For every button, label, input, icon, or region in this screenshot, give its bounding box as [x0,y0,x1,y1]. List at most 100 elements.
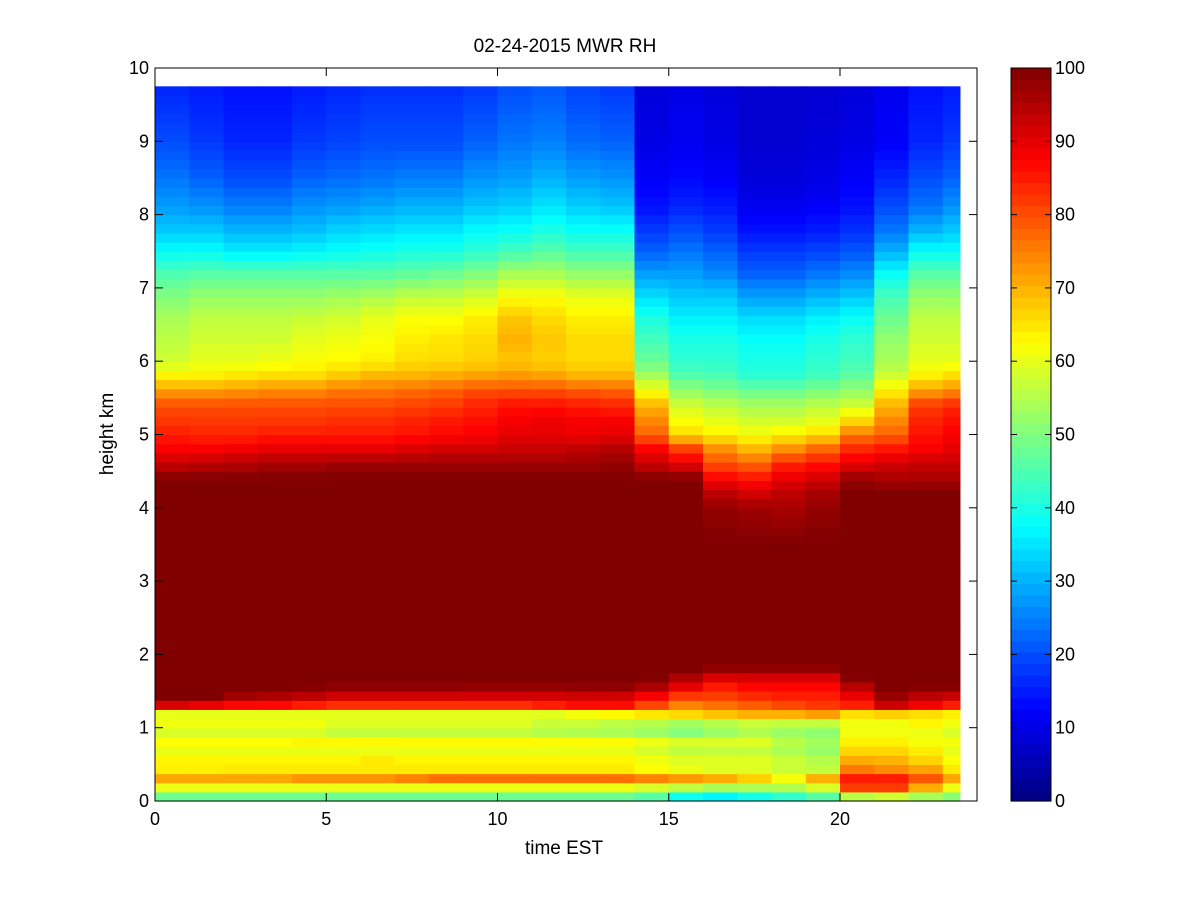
heatmap-cell [292,397,327,408]
heatmap-cell [908,278,944,289]
heatmap-cell [463,287,499,298]
heatmap-cell [429,168,464,179]
heatmap-cell [668,223,704,234]
heatmap-cell [155,95,190,106]
heatmap-cell [326,507,362,518]
heatmap-cell [737,718,773,729]
heatmap-cell [463,168,499,179]
heatmap-cell [463,599,499,610]
heatmap-cell [497,544,533,555]
heatmap-cell [189,498,225,509]
heatmap-cell [771,746,807,756]
heatmap-cell [326,242,362,252]
heatmap-cell [463,755,499,765]
heatmap-cell [189,159,225,170]
heatmap-cell [360,242,396,252]
heatmap-cell [942,352,961,362]
heatmap-cell [874,242,910,252]
heatmap-cell [497,791,533,802]
heatmap-cell [223,471,259,481]
heatmap-cell [703,562,738,573]
heatmap-cell [668,562,704,573]
heatmap-cell [908,507,944,518]
heatmap-cell [189,626,225,637]
heatmap-cell [566,361,601,371]
heatmap-cell [840,260,875,271]
heatmap-cell [360,727,396,738]
heatmap-cell [771,86,807,97]
heatmap-cell [600,187,636,197]
heatmap-cell [737,214,773,225]
heatmap-cell [223,626,259,637]
heatmap-cell [805,306,841,316]
heatmap-cell [600,425,636,436]
heatmap-cell [634,507,670,518]
heatmap-cell [531,95,567,106]
heatmap-cell [737,681,773,692]
heatmap-cell [634,150,670,161]
heatmap-cell [703,571,738,582]
heatmap-cell [600,663,636,674]
heatmap-cell [394,342,430,353]
heatmap-cell [394,315,430,326]
heatmap-cell [429,654,464,665]
heatmap-cell [531,727,567,738]
heatmap-cell [942,333,961,344]
heatmap-cell [497,86,533,97]
heatmap-cell [634,132,670,142]
heatmap-cell [737,132,773,142]
heatmap-cell [771,361,807,371]
heatmap-cell [292,571,327,582]
heatmap-cell [805,471,841,481]
heatmap-cell [840,407,875,417]
heatmap-cell [223,113,259,124]
heatmap-cell [703,480,738,491]
heatmap-cell [805,278,841,289]
heatmap-cell [463,388,499,399]
heatmap-cell [531,654,567,665]
heatmap-cell [429,122,464,133]
heatmap-cell [497,196,533,207]
heatmap-cell [531,526,567,536]
heatmap-cell [326,516,362,527]
heatmap-cell [394,352,430,362]
heatmap-cell [840,251,875,262]
heatmap-cell [566,691,601,701]
heatmap-cell [874,691,910,701]
heatmap-cell [155,104,190,115]
heatmap-cell [326,297,362,307]
heatmap-cell [634,352,670,362]
heatmap-cell [805,526,841,536]
heatmap-cell [566,461,601,472]
heatmap-cell [634,260,670,271]
heatmap-cell [292,361,327,371]
heatmap-cell [360,608,396,619]
heatmap-cell [292,232,327,243]
heatmap-cell [942,507,961,518]
heatmap-cell [942,324,961,335]
heatmap-cell [805,654,841,665]
heatmap-cell [874,306,910,316]
heatmap-cell [805,571,841,582]
heatmap-cell [326,581,362,591]
heatmap-cell [223,526,259,536]
heatmap-cell [531,113,567,124]
heatmap-cell [292,782,327,793]
heatmap-cell [737,526,773,536]
heatmap-cell [429,251,464,262]
heatmap-cell [771,443,807,454]
heatmap-cell [429,269,464,280]
heatmap-cell [360,617,396,628]
heatmap-cell [531,471,567,481]
heatmap-cell [292,636,327,646]
heatmap-cell [463,544,499,555]
heatmap-cell [326,379,362,390]
heatmap-cell [257,700,293,710]
heatmap-cell [600,287,636,298]
heatmap-cell [908,672,944,683]
heatmap-cell [394,691,430,701]
heatmap-cell [257,315,293,326]
heatmap-cell [326,113,362,124]
heatmap-cell [805,672,841,683]
heatmap-cell [155,297,190,307]
